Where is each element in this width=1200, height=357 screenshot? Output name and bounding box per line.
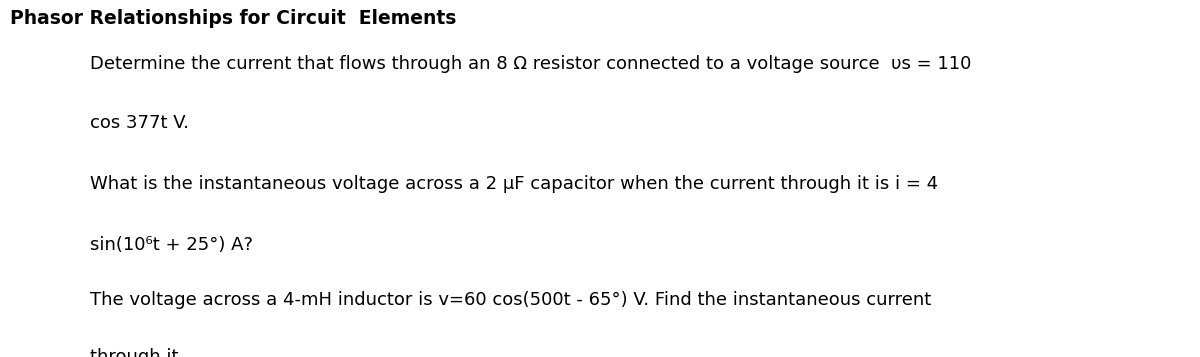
Text: What is the instantaneous voltage across a 2 μF capacitor when the current throu: What is the instantaneous voltage across… <box>90 175 938 193</box>
Text: Determine the current that flows through an 8 Ω resistor connected to a voltage : Determine the current that flows through… <box>90 55 971 73</box>
Text: through it.: through it. <box>90 348 185 357</box>
Text: The voltage across a 4-mH inductor is v=60 cos(500t - 65°) V. Find the instantan: The voltage across a 4-mH inductor is v=… <box>90 291 931 309</box>
Text: Phasor Relationships for Circuit  Elements: Phasor Relationships for Circuit Element… <box>10 9 456 28</box>
Text: sin(10⁶t + 25°) A?: sin(10⁶t + 25°) A? <box>90 236 253 253</box>
Text: cos 377t V.: cos 377t V. <box>90 114 190 132</box>
